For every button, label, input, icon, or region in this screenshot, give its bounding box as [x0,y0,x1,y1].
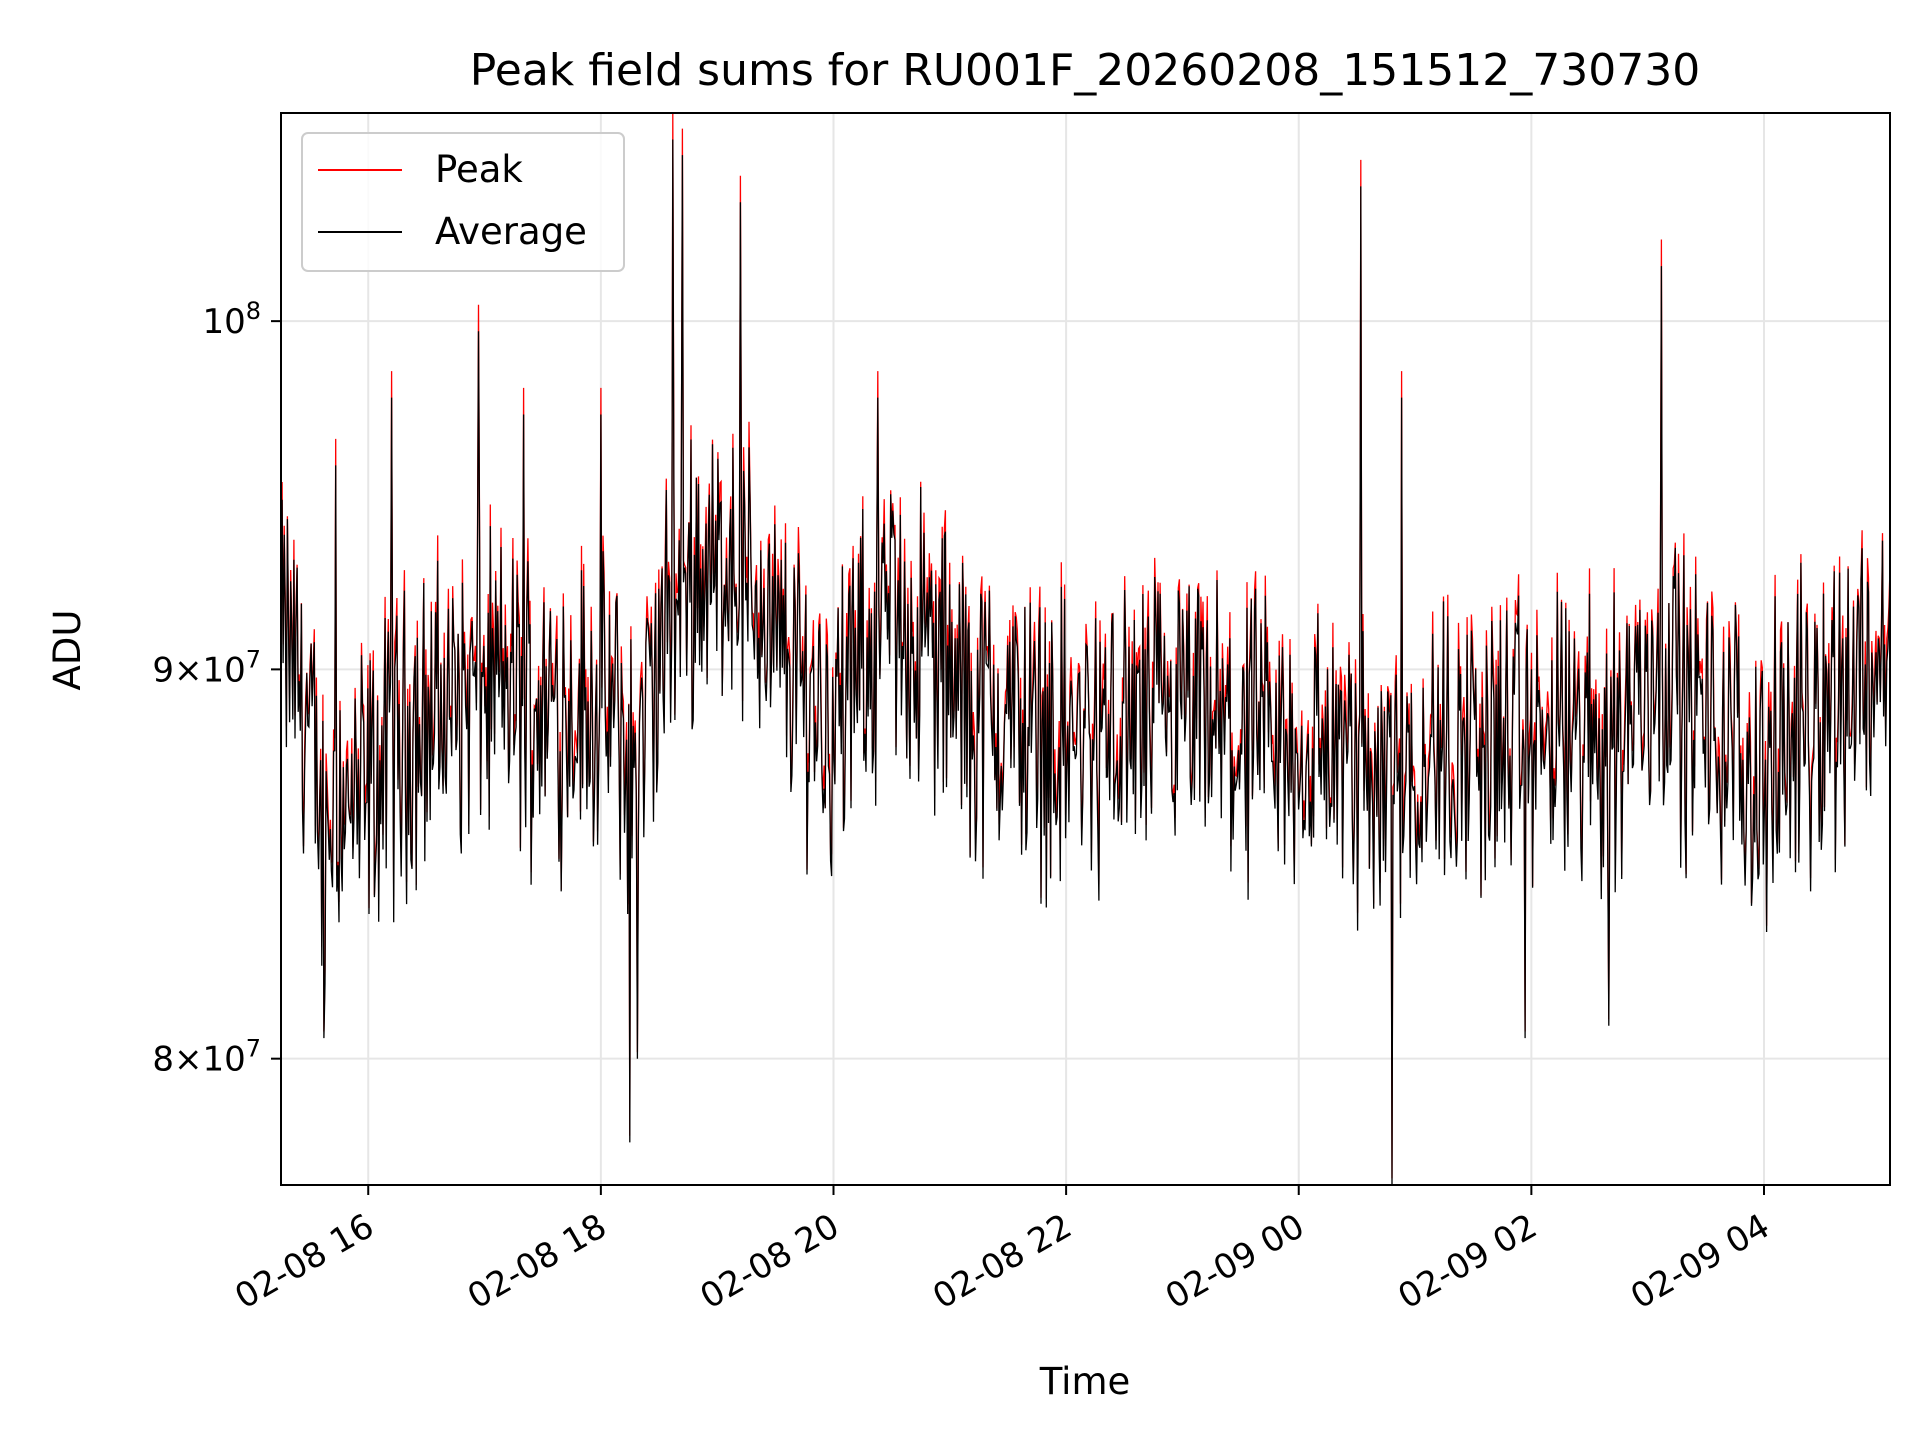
y-tick-label: 8×107 [152,1035,261,1080]
legend-peak-label: Peak [435,148,523,191]
legend-box [301,132,625,272]
y-axis: 8×107 9×107 108 [152,297,281,1080]
series-lines [281,113,1890,1185]
legend: Peak Average [301,132,625,272]
chart-title: Peak field sums for RU001F_20260208_1515… [470,45,1700,96]
x-axis: 02-08 16 02-08 18 02-08 20 02-08 22 02-09 00… [228,1185,1776,1317]
x-axis-label: Time [1039,1360,1131,1403]
x-tick-label: 02-09 02 [1391,1206,1543,1317]
x-tick-label: 02-08 18 [461,1206,613,1317]
plot-frame [280,112,1891,1186]
series-line-average [281,139,1890,1185]
x-tick-label: 02-09 00 [1159,1206,1311,1317]
x-tick-label: 02-08 22 [926,1206,1078,1317]
x-tick-label: 02-09 04 [1624,1206,1776,1317]
y-tick-label: 108 [202,297,261,342]
x-tick-label: 02-08 20 [694,1206,846,1317]
x-tick-label: 02-08 16 [228,1206,380,1317]
y-axis-label: ADU [46,610,89,691]
legend-average-label: Average [435,210,587,253]
y-tick-label: 9×107 [152,645,261,690]
